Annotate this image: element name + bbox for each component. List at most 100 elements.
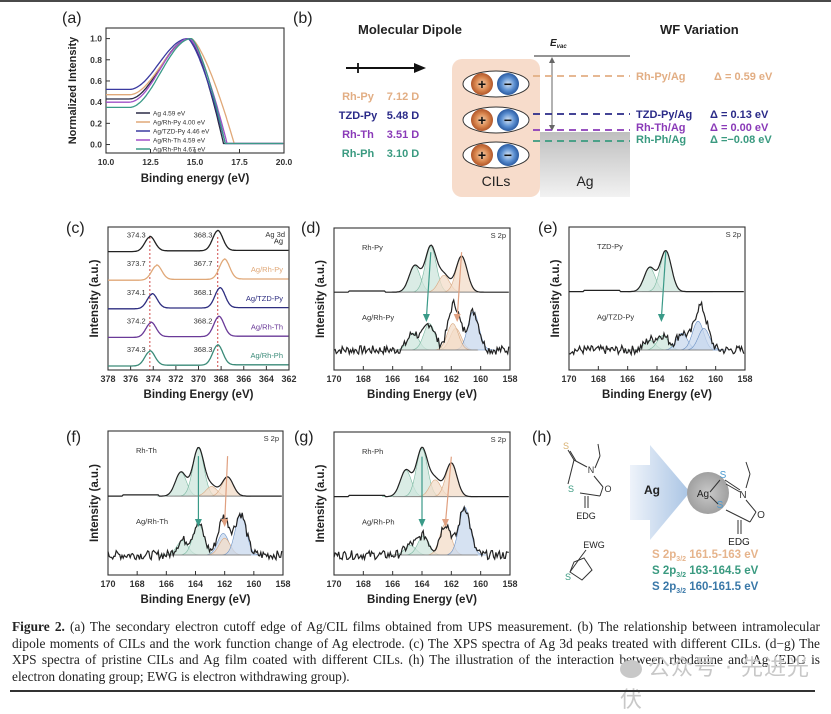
plus-charge-icon [471,109,493,131]
x-tick-label: 162 [444,579,459,589]
minus-sign: − [504,76,512,92]
s2p-range-2: S 2p3/2 160-161.5 eV [652,581,759,595]
dipole-name-1: TZD-Py [339,110,378,122]
series-label-0: Ag [274,237,283,246]
ewg-label: EWG [583,540,605,550]
y-tick-label: 0.6 [90,76,102,86]
dipole-value-2: 3.51 D [387,129,419,141]
panel-label-b: (b) [293,10,313,27]
peak-label-2-4: 368.3 [194,345,213,354]
bottom-spectrum-line [568,300,745,357]
top-sample-label: Rh-Th [136,446,157,455]
carbonyl-oxygen: O [604,484,611,494]
x-tick-label: 168 [356,374,371,384]
panel-label-a: (a) [62,10,82,27]
minus-charge-icon [497,144,519,166]
top-spectrum-line [334,446,509,498]
dipole-value-0: 7.12 D [387,91,419,103]
level-name-2: Rh-Th/Ag [636,122,685,134]
legend-label-3: Ag/Rh-Th 4.59 eV [153,138,206,145]
bottom-component-peak-4 [429,323,476,351]
peak-label-2-3: 368.2 [194,316,213,325]
x-tick-label: 162 [217,579,232,589]
y-axis-label: Intensity (a.u.) [89,464,101,542]
series-line-4 [108,344,289,367]
series-label-1: Ag/Rh-Py [251,265,283,274]
plus-sign: + [478,76,486,92]
thiophene-sulfur: S [565,572,571,582]
evac-label: Evac [550,38,567,50]
x-tick-label: 170 [326,579,341,589]
bond [593,475,604,488]
bond [579,549,587,559]
ring-nitrogen-2: N [739,490,746,501]
shift-arrow-head-icon-1 [453,314,461,322]
plus-sign: + [478,147,486,163]
bond [573,459,588,468]
top-sample-label: TZD-Py [597,242,623,251]
top-spectrum-line [334,244,509,293]
peak-label-1-2: 374.1 [127,288,146,297]
bond [745,499,757,513]
chart-title: S 2p [726,230,741,239]
edg-label: EDG [576,511,596,521]
x-tick-label: 158 [502,374,517,384]
y-tick-label: 0.0 [90,140,102,150]
thione-sulfur: S [563,441,569,451]
cils-label: CILs [482,173,511,189]
y-axis-label: Intensity (a.u.) [315,260,327,338]
peak-label-2-1: 367.7 [194,259,213,268]
series-line-4 [106,37,284,145]
x-tick-label: 164 [414,579,429,589]
plus-charge-icon [471,144,493,166]
bound-sulfur-1: S [720,470,727,481]
panel-b-dipole-diagram: Molecular Dipole WF Variation Rh-Py 7.12 D T… [339,22,773,197]
y-axis-label: Intensity (a.u.) [550,259,562,337]
x-tick-label: 364 [259,374,274,384]
chart-title: S 2p [491,231,506,240]
x-tick-label: 162 [444,374,459,384]
level-name-0: Rh-Py/Ag [636,71,686,83]
dipole-arrow-head-icon [414,63,426,73]
x-tick-label: 162 [679,374,694,384]
s2p-prefix: S 2p [652,565,676,577]
peak-label-1-3: 374.2 [127,316,146,325]
x-tick-label: 164 [414,374,429,384]
reaction-arrow-icon [630,445,690,540]
x-axis-label: Binding energy (eV) [141,173,250,185]
figure-caption: Figure 2. (a) The secondary electron cut… [12,619,820,685]
ring-nitrogen: N [588,465,595,475]
dipole-value-1: 5.48 D [387,110,419,122]
bottom-component-peak-4 [217,513,264,556]
bond [724,479,741,491]
s2p-prefix: S 2p [652,581,676,593]
level-name-3: Rh-Ph/Ag [636,134,686,146]
dipole-name-2: Rh-Th [342,129,374,141]
x-axis-label: Binding Energy (eV) [367,594,477,606]
wechat-icon [620,660,642,678]
x-tick-label: 366 [236,374,251,384]
bottom-rule [10,690,815,692]
chart-e-s2p-tzdpy: 170 168 166 164 162 160 158 Binding Energy (eV)… [550,226,753,401]
panel-label-h: (h) [532,429,552,446]
chart-d-s2p-rhpy: 170 168 166 164 162 160 158 Binding Energy (eV)… [315,227,518,401]
bond [567,459,575,485]
bond [725,483,741,493]
shift-arrow-head-icon-1 [221,519,229,527]
y-axis-label: Intensity (a.u.) [89,259,101,337]
bond [579,492,601,497]
s2p-value: 160-161.5 eV [686,581,759,593]
series-label-3: Ag/Rh-Th [251,322,283,331]
series-line-2 [108,286,289,310]
panel-label-c: (c) [66,220,85,237]
x-axis-label: Binding Energy (eV) [367,389,477,401]
x-tick-label: 170 [326,374,341,384]
series-line-0 [108,229,289,253]
x-tick-label: 168 [356,579,371,589]
ag-s-bond-1 [709,479,721,493]
bottom-sample-label: Ag/Rh-Th [136,517,168,526]
shift-arrow-head-icon-0 [418,519,426,527]
x-tick-label: 166 [385,579,400,589]
panel-label-f: (f) [66,429,82,446]
s2p-subscript: 3/2 [676,572,686,579]
